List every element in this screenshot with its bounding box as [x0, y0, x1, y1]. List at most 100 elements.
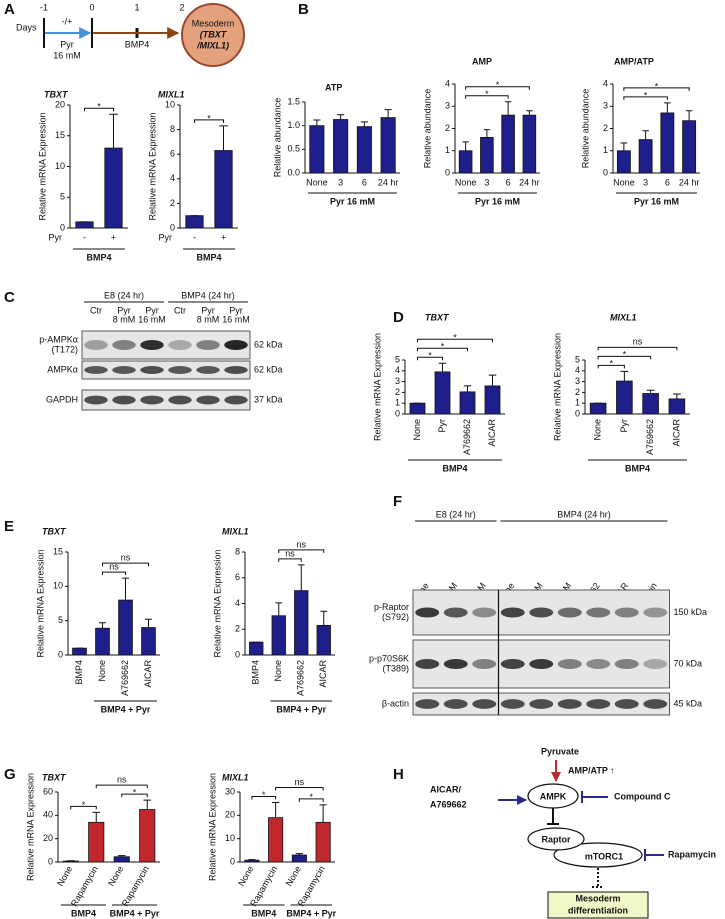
blot-band: [557, 607, 582, 618]
error-bar: [438, 362, 447, 372]
significance-bracket: [95, 784, 148, 789]
bar: [291, 854, 307, 863]
y-tick-label: 4: [445, 78, 450, 88]
y-tick-label: 0: [60, 222, 65, 232]
lane-label: 8 mM: [197, 314, 220, 324]
error-bar: [313, 119, 321, 126]
x-tick-label: BMP4: [251, 660, 261, 685]
significance-label: *: [441, 342, 445, 352]
blot-row-label: GAPDH: [46, 394, 78, 404]
blot-row-label: (T389): [382, 663, 409, 673]
bar: [139, 809, 156, 863]
significance-label: ns: [117, 775, 127, 785]
blot-band: [196, 395, 220, 405]
mtorc1-node: [553, 842, 643, 868]
blot-band: [443, 607, 468, 618]
category-row-label: Pyr: [159, 232, 173, 242]
x-tick-label: -: [193, 232, 196, 242]
lane-label: 16 mM: [222, 314, 250, 324]
error-bar: [642, 130, 649, 140]
blot-band: [643, 607, 668, 618]
error-bar: [384, 109, 392, 118]
significance-label: ns: [295, 777, 305, 787]
y-axis-label: Relative mRNA Expression: [37, 112, 47, 220]
y-tick-label: 10: [53, 581, 63, 591]
panel-label: B: [298, 1, 309, 18]
error-bar: [462, 141, 469, 151]
bar: [409, 402, 426, 415]
x-tick-label: None: [284, 864, 303, 888]
blot-size: 70 kDa: [674, 658, 703, 668]
y-tick-label: 0.0: [287, 167, 300, 177]
significance-label: *: [623, 350, 627, 360]
y-tick-label: 2: [170, 198, 175, 208]
bar: [660, 112, 675, 174]
significance-label: ns: [633, 337, 643, 347]
blot-size: 62 kDa: [254, 339, 283, 349]
x-tick-label: 24 hr: [679, 177, 700, 187]
x-tick-label: 3: [643, 177, 648, 187]
x-tick-label: None: [412, 419, 422, 441]
blot-row-label: p-p70S6K: [369, 653, 409, 663]
significance-label: ns: [296, 539, 306, 549]
group-label: BMP4 + Pyr: [110, 908, 160, 918]
blot-band: [529, 699, 554, 709]
y-tick-label: 4: [170, 173, 175, 183]
x-tick-label: None: [97, 660, 107, 682]
lane-label: Pyr: [201, 305, 215, 315]
lane-label: Pyr: [145, 305, 159, 315]
day-label: 2: [179, 2, 184, 12]
significance-bracket: [623, 96, 668, 100]
mesoderm-node: [181, 3, 245, 67]
y-axis-label: Relative mRNA Expression: [147, 112, 157, 220]
blot-band: [168, 395, 192, 405]
ampk: AMPK: [540, 791, 567, 801]
bar: [333, 119, 349, 174]
blot-band: [586, 607, 611, 618]
blot-membrane: [81, 330, 251, 360]
blot-band: [557, 659, 582, 669]
blot-size: 37 kDa: [254, 394, 283, 404]
y-tick-label: 8: [170, 124, 175, 134]
chart-title: TBXT: [42, 526, 67, 536]
group-label: BMP4: [86, 252, 111, 262]
y-tick-label: 0: [235, 649, 240, 659]
blot-size: 150 kDa: [674, 607, 708, 617]
significance-bracket: [275, 787, 324, 791]
blot-band: [557, 699, 582, 709]
rapamycin: Rapamycin: [668, 849, 716, 859]
chart-title: MIXL1: [158, 89, 185, 99]
blot-band: [500, 699, 525, 709]
error-bar: [143, 799, 152, 810]
y-tick-label: 5: [575, 354, 580, 364]
blot-row-label: p-AMPKα: [39, 334, 78, 344]
y-tick-label: 20: [43, 833, 53, 843]
error-bar: [337, 114, 345, 120]
raptor: Raptor: [542, 834, 571, 844]
error-bar: [145, 618, 152, 628]
error-bar: [320, 610, 328, 626]
blot-membrane: [81, 360, 251, 380]
lane-label: Ctr: [90, 305, 102, 315]
bar: [75, 221, 94, 229]
y-tick-label: 5: [58, 615, 63, 625]
y-tick-label: 4: [235, 598, 240, 608]
significance-bracket: [102, 571, 126, 576]
significance-bracket: [465, 86, 530, 90]
error-bar: [219, 125, 228, 151]
x-tick-label: 24 hr: [519, 177, 540, 187]
x-tick-label: AICAR: [318, 660, 328, 688]
significance-label: ns: [285, 548, 295, 558]
bar: [88, 821, 105, 863]
bar: [95, 627, 110, 656]
y-axis-label: Relative abundance: [422, 89, 432, 169]
lane-label: 8 mM: [113, 314, 136, 324]
bar: [294, 590, 309, 656]
significance-bracket: [597, 346, 678, 351]
blot-row-label: (T172): [51, 344, 78, 354]
panel-label: C: [4, 289, 15, 306]
y-axis-label: Relative abundance: [580, 89, 590, 169]
pyruvate: Pyruvate: [541, 746, 579, 756]
significance-bracket: [465, 95, 509, 99]
group-label: BMP4: [625, 463, 650, 473]
